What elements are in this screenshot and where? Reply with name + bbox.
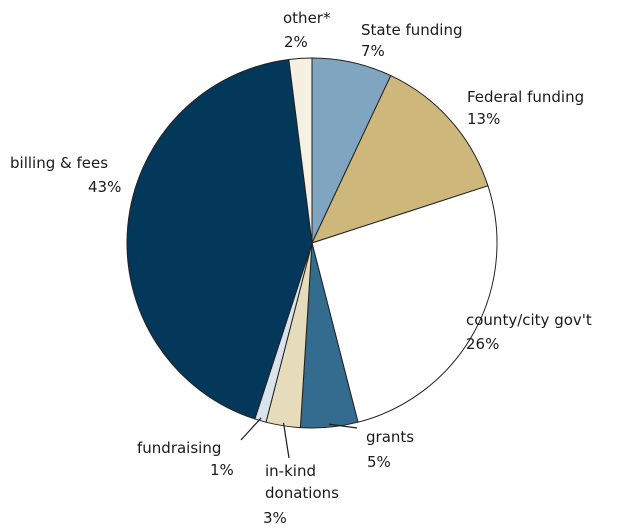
slice-value-in-kind-donations: 3% [263, 509, 287, 527]
slice-label-in-kind-line2: donations [265, 484, 339, 502]
slice-value-billing-fees: 43% [88, 178, 121, 196]
slice-label-grants: grants [366, 428, 414, 446]
slice-label-billing-fees: billing & fees [10, 154, 108, 172]
slice-label-fundraising: fundraising [137, 439, 221, 457]
leader-lines [240, 417, 358, 459]
slice-value-fundraising: 1% [210, 461, 234, 479]
leader-line-grants [329, 423, 358, 429]
slice-label-state-funding: State funding [361, 21, 462, 39]
slice-value-county-city-govt: 26% [466, 335, 499, 353]
slice-label-in-kind-line1: in-kind [265, 462, 316, 480]
slice-value-federal-funding: 13% [467, 110, 500, 128]
slice-label-other: other* [283, 9, 331, 27]
leader-line-in-kind-donations [282, 422, 290, 459]
pie-slice-other [288, 57, 313, 244]
pie-slice-county-city-gov-t [311, 185, 498, 423]
slice-label-county-city-govt: county/city gov't [466, 311, 592, 329]
slice-value-state-funding: 7% [361, 42, 385, 60]
slice-value-grants: 5% [367, 453, 391, 471]
pie-slice-billing-fees [126, 58, 313, 420]
slice-label-federal-funding: Federal funding [467, 88, 584, 106]
pie-slice-federal-funding [311, 74, 489, 244]
slice-value-other: 2% [284, 33, 308, 51]
pie-slices [126, 57, 498, 429]
leader-line-fundraising [240, 417, 262, 441]
